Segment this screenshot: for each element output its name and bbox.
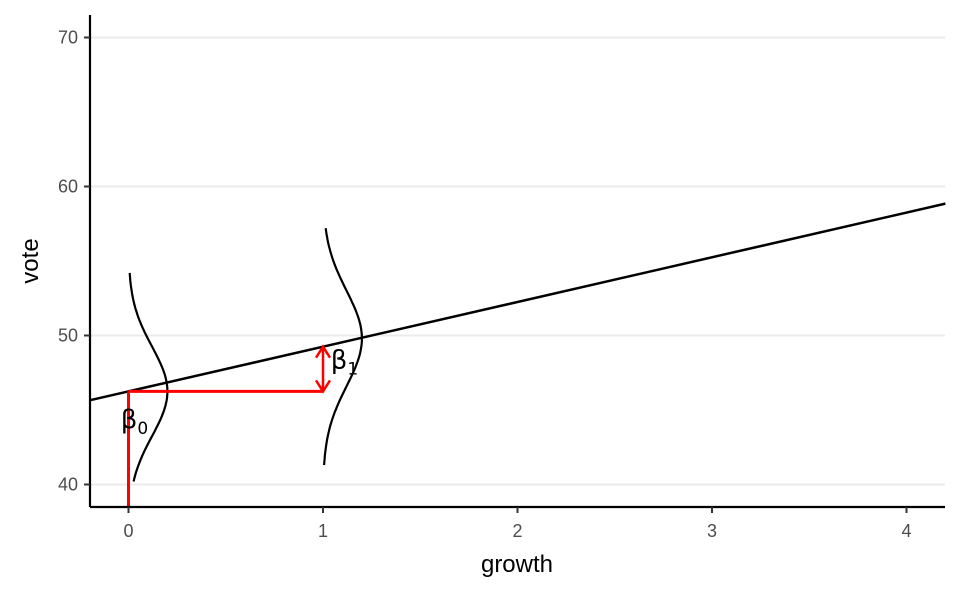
x-axis-title: growth <box>481 551 553 578</box>
regression-line <box>89 202 946 402</box>
annotations: β0 β1 <box>121 345 358 439</box>
y-tick-label-60: 60 <box>58 177 78 197</box>
beta-1-label: β1 <box>331 345 358 379</box>
normal-curves <box>128 228 363 482</box>
regression-layer <box>89 202 946 402</box>
arrow-head-down <box>314 379 332 394</box>
y-tick-label-50: 50 <box>58 326 78 346</box>
arrow-head-up <box>314 344 332 359</box>
y-tick-label-70: 70 <box>58 28 78 48</box>
normal-curve-0 <box>128 272 169 482</box>
tick-labels: 0 1 2 3 4 40 50 60 70 <box>58 28 912 542</box>
axes <box>84 15 945 513</box>
beta-0-label: β0 <box>121 405 148 439</box>
normal-curve-1 <box>323 228 363 466</box>
x-tick-label-1: 1 <box>318 521 328 541</box>
x-tick-label-2: 2 <box>512 521 522 541</box>
y-axis-title: vote <box>17 238 44 283</box>
x-tick-label-4: 4 <box>901 521 911 541</box>
x-tick-label-0: 0 <box>123 521 133 541</box>
x-tick-label-3: 3 <box>707 521 717 541</box>
grid-lines <box>90 36 945 486</box>
y-tick-label-40: 40 <box>58 475 78 495</box>
coefficient-markers <box>127 344 332 507</box>
